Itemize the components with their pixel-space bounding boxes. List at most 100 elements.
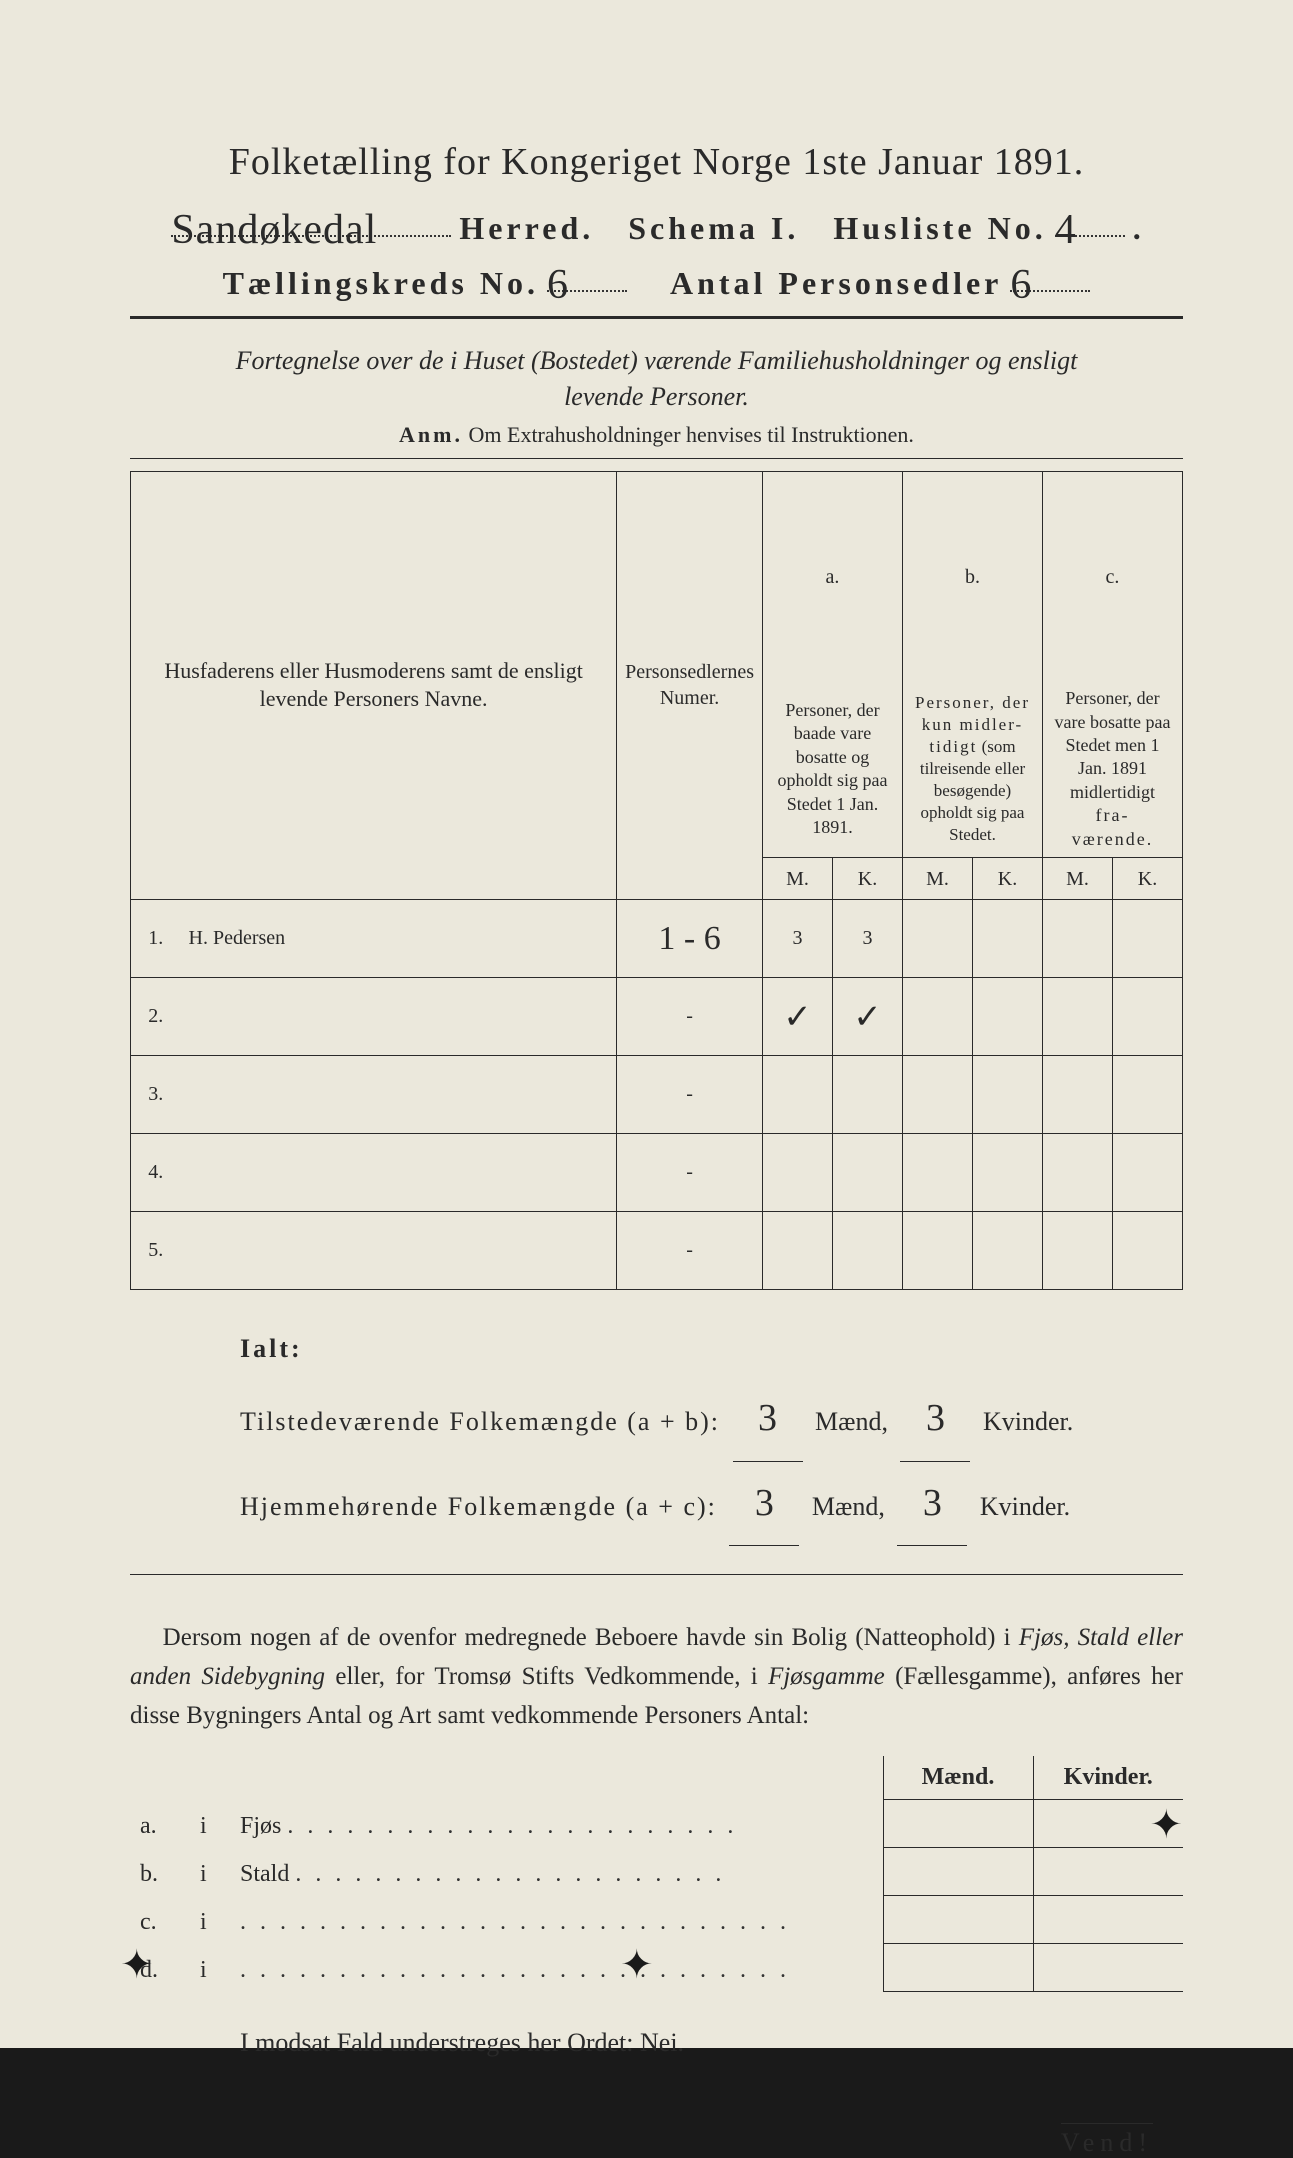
header-row-1: Sandøkedal Herred. Schema I. Husliste No… bbox=[130, 202, 1183, 247]
tilstede-k: 3 bbox=[900, 1377, 970, 1462]
vend-label: Vend! bbox=[130, 2128, 1183, 2158]
tick-mark-icon: ✦ bbox=[120, 1941, 154, 1988]
antal-value: 6 bbox=[1010, 261, 1032, 309]
divider-2 bbox=[130, 458, 1183, 459]
cell-b-m bbox=[903, 1056, 973, 1134]
census-form-page: Folketælling for Kongeriget Norge 1ste J… bbox=[0, 0, 1293, 2048]
side-row: a. i Fjøs . . . . . . . . . . . . . . . … bbox=[130, 1800, 1183, 1848]
divider-1 bbox=[130, 316, 1183, 319]
side-label: . . . . . . . . . . . . . . . . . . . . … bbox=[230, 1896, 883, 1944]
kvinder-label: Kvinder. bbox=[983, 1407, 1073, 1436]
side-label: . . . . . . . . . . . . . . . . . . . . … bbox=[230, 1944, 883, 1992]
side-m bbox=[883, 1800, 1033, 1848]
row-sedler: - bbox=[617, 1134, 763, 1212]
table-row: 1. H. Pedersen 1 - 6 3 3 bbox=[131, 900, 1183, 978]
cell-a-m: 3 bbox=[763, 900, 833, 978]
col-a-header: Personer, der baade vare bosatte og opho… bbox=[763, 681, 903, 857]
col-sedler-header: Personsedlernes Numer. bbox=[617, 471, 763, 899]
cell-c-k bbox=[1113, 1056, 1183, 1134]
cell-a-m bbox=[763, 1134, 833, 1212]
cell-c-m bbox=[1043, 1212, 1113, 1290]
side-m bbox=[883, 1896, 1033, 1944]
cell-b-m bbox=[903, 1212, 973, 1290]
cell-a-m bbox=[763, 1056, 833, 1134]
col-b-label: b. bbox=[903, 471, 1043, 681]
anm-label: Anm. bbox=[399, 422, 463, 447]
col-b-m: M. bbox=[903, 858, 973, 900]
side-maend-header: Mænd. bbox=[883, 1756, 1033, 1800]
header-row-2: Tællingskreds No. 6 Antal Personsedler 6 bbox=[130, 257, 1183, 302]
cell-b-m bbox=[903, 1134, 973, 1212]
hjemme-row: Hjemmehørende Folkemængde (a + c): 3 Mæn… bbox=[240, 1462, 1183, 1547]
row-sedler: - bbox=[617, 1056, 763, 1134]
row-num: 5. bbox=[131, 1212, 181, 1290]
col-c-label: c. bbox=[1043, 471, 1183, 681]
col-b-k: K. bbox=[973, 858, 1043, 900]
totals-block: Ialt: Tilstedeværende Folkemængde (a + b… bbox=[240, 1320, 1183, 1546]
cell-c-m bbox=[1043, 978, 1113, 1056]
main-table: Husfaderens eller Husmoderens samt de en… bbox=[130, 471, 1183, 1290]
table-row: 4. - bbox=[131, 1134, 1183, 1212]
hjemme-label: Hjemmehørende Folkemængde (a + c): bbox=[240, 1492, 717, 1521]
side-row: d. i . . . . . . . . . . . . . . . . . .… bbox=[130, 1944, 1183, 1992]
cell-c-k bbox=[1113, 1134, 1183, 1212]
divider-3 bbox=[130, 1574, 1183, 1575]
table-row: 2. - ✓ ✓ bbox=[131, 978, 1183, 1056]
nei-line: I modsat Fald understreges her Ordet: Ne… bbox=[240, 2028, 1183, 2058]
side-label: Stald . . . . . . . . . . . . . . . . . … bbox=[230, 1848, 883, 1896]
schema-label: Schema I. bbox=[628, 210, 799, 247]
side-i: i bbox=[190, 1848, 230, 1896]
subtitle: Fortegnelse over de i Huset (Bostedet) v… bbox=[130, 343, 1183, 416]
side-i: i bbox=[190, 1800, 230, 1848]
cell-a-k bbox=[833, 1134, 903, 1212]
row-sedler: 1 - 6 bbox=[617, 900, 763, 978]
cell-c-k bbox=[1113, 900, 1183, 978]
paragraph: Dersom nogen af de ovenfor medregnede Be… bbox=[130, 1619, 1183, 1735]
side-m bbox=[883, 1848, 1033, 1896]
tick-mark-icon: ✦ bbox=[620, 1941, 654, 1988]
col-c-header: Personer, der vare bosatte paa Stedet me… bbox=[1043, 681, 1183, 857]
cell-a-k bbox=[833, 1212, 903, 1290]
cell-c-m bbox=[1043, 900, 1113, 978]
row-name: H. Pedersen bbox=[181, 900, 617, 978]
row-sedler: - bbox=[617, 978, 763, 1056]
side-m bbox=[883, 1944, 1033, 1992]
subtitle-line1: Fortegnelse over de i Huset (Bostedet) v… bbox=[236, 346, 1078, 375]
row-name bbox=[181, 1056, 617, 1134]
cell-b-m bbox=[903, 978, 973, 1056]
row-num: 4. bbox=[131, 1134, 181, 1212]
cell-b-k bbox=[973, 900, 1043, 978]
cell-b-k bbox=[973, 1134, 1043, 1212]
side-k bbox=[1033, 1896, 1183, 1944]
tilstede-m: 3 bbox=[733, 1377, 803, 1462]
cell-a-k: ✓ bbox=[833, 978, 903, 1056]
cell-c-m bbox=[1043, 1134, 1113, 1212]
side-idx: b. bbox=[130, 1848, 190, 1896]
cell-b-m bbox=[903, 900, 973, 978]
side-idx: c. bbox=[130, 1896, 190, 1944]
cell-b-k bbox=[973, 1056, 1043, 1134]
side-row: b. i Stald . . . . . . . . . . . . . . .… bbox=[130, 1848, 1183, 1896]
cell-b-k bbox=[973, 1212, 1043, 1290]
maend-label: Mænd, bbox=[812, 1492, 885, 1521]
cell-c-k bbox=[1113, 978, 1183, 1056]
col-name-header: Husfaderens eller Husmoderens samt de en… bbox=[131, 471, 617, 899]
hjemme-k: 3 bbox=[897, 1462, 967, 1547]
maend-label: Mænd, bbox=[815, 1407, 888, 1436]
cell-c-m bbox=[1043, 1056, 1113, 1134]
cell-a-m bbox=[763, 1212, 833, 1290]
form-title: Folketælling for Kongeriget Norge 1ste J… bbox=[130, 140, 1183, 184]
cell-c-k bbox=[1113, 1212, 1183, 1290]
husliste-value: 4 bbox=[1055, 206, 1077, 254]
row-name bbox=[181, 1134, 617, 1212]
herred-value: Sandøkedal bbox=[171, 206, 377, 254]
tilstede-label: Tilstedeværende Folkemængde (a + b): bbox=[240, 1407, 720, 1436]
col-c-k: K. bbox=[1113, 858, 1183, 900]
subtitle-line2: levende Personer. bbox=[564, 382, 749, 411]
row-num: 3. bbox=[131, 1056, 181, 1134]
col-b-header: Personer, der kun midler-tidigt (som til… bbox=[903, 681, 1043, 857]
antal-label: Antal Personsedler bbox=[670, 265, 1002, 302]
row-name bbox=[181, 1212, 617, 1290]
row-num: 2. bbox=[131, 978, 181, 1056]
hjemme-m: 3 bbox=[729, 1462, 799, 1547]
